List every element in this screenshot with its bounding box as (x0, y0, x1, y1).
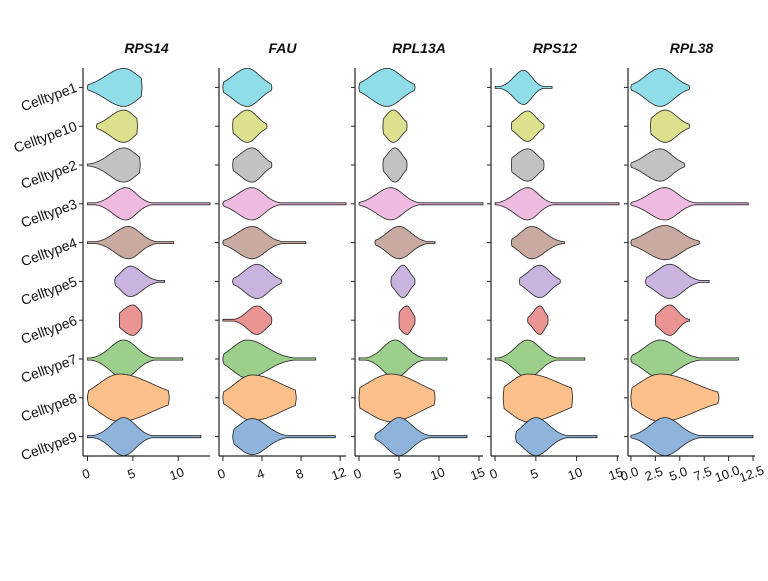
x-tick-label: 8 (294, 465, 306, 482)
violin-rpl38-celltype10 (650, 109, 690, 143)
violin-fau-celltype6 (222, 305, 273, 335)
celltype-label: Celltype5 (19, 273, 80, 308)
gene-title: RPL38 (670, 40, 714, 56)
x-tick-label: 12.5 (737, 462, 766, 485)
violin-fau-celltype5 (232, 263, 282, 299)
violin-rpl13a-celltype2 (382, 147, 408, 183)
x-tick-label: 12 (329, 464, 348, 483)
gene-panel: RPS14 0 5 10 (79, 40, 211, 483)
violin-rps14-celltype8 (87, 373, 170, 422)
violin-rpl13a-celltype4 (374, 225, 436, 260)
gene-panel-group: RPS14 0 5 10 FAU 0 4 8 12 RPL13A 0 5 10 15 RPS12 0 5 10 15… (79, 40, 766, 485)
celltype-label: Celltype7 (19, 351, 80, 386)
violin-fau-celltype10 (232, 109, 268, 143)
gene-title: RPL13A (392, 40, 446, 56)
celltype-label: Celltype9 (19, 428, 80, 463)
violin-fau-celltype7 (222, 339, 317, 379)
violin-rps12-celltype10 (511, 110, 545, 142)
violin-rps14-celltype6 (118, 304, 143, 336)
violin-rpl13a-celltype7 (358, 339, 448, 379)
violin-fau-celltype1 (222, 68, 273, 107)
x-tick-label: 0 (488, 465, 500, 482)
violin-rps12-celltype2 (511, 148, 545, 182)
celltype-label: Celltype1 (19, 79, 80, 114)
violin-rpl38-celltype5 (645, 263, 710, 299)
violin-rpl13a-celltype5 (390, 264, 416, 299)
violin-rpl13a-celltype6 (398, 305, 416, 335)
x-tick-label: 0 (80, 465, 92, 482)
x-tick-label: 5 (125, 465, 137, 482)
celltype-label: Celltype3 (19, 196, 80, 231)
x-tick-label: 5.0 (667, 464, 689, 484)
violin-rps14-celltype7 (87, 339, 184, 379)
x-tick-label: 10 (428, 464, 447, 483)
violin-rpl38-celltype8 (630, 373, 720, 422)
violin-rps12-celltype8 (502, 373, 573, 422)
gene-panel: RPL13A 0 5 10 15 (351, 40, 487, 483)
violin-rpl13a-celltype1 (358, 68, 416, 107)
violin-rpl38-celltype9 (630, 417, 754, 456)
violin-fau-celltype4 (222, 225, 307, 260)
celltype-label: Celltype8 (19, 390, 80, 425)
celltype-label: Celltype2 (19, 157, 80, 192)
violin-rps14-celltype4 (87, 225, 175, 260)
violin-rpl38-celltype2 (630, 148, 686, 182)
gene-title: RPS14 (124, 40, 169, 56)
x-tick-label: 15 (468, 464, 487, 483)
violin-fau-celltype3 (222, 187, 347, 221)
violin-rpl38-celltype7 (630, 339, 739, 379)
violin-rps12-celltype6 (527, 305, 549, 335)
x-tick-label: 4 (254, 465, 266, 482)
x-tick-label: 15 (606, 464, 625, 483)
violin-rps14-celltype2 (87, 147, 141, 183)
violin-rps14-celltype1 (87, 68, 143, 107)
violin-rps12-celltype1 (494, 69, 553, 105)
gene-title: RPS12 (533, 40, 578, 56)
violin-rpl38-celltype3 (630, 187, 749, 221)
x-tick-label: 10 (167, 464, 186, 483)
celltype-label: Celltype10 (11, 118, 79, 156)
violin-rps12-celltype4 (511, 225, 565, 260)
violin-rps14-celltype9 (87, 417, 202, 456)
violin-rpl13a-celltype10 (382, 109, 408, 143)
violin-rpl38-celltype1 (630, 68, 690, 107)
gene-panel: RPS12 0 5 10 15 (487, 40, 625, 483)
x-tick-label: 0 (351, 465, 363, 482)
x-tick-label: 2.5 (643, 464, 665, 484)
violin-rpl13a-celltype9 (374, 417, 468, 457)
x-tick-label: 5 (391, 465, 403, 482)
violin-rps14-celltype3 (87, 187, 211, 221)
violin-rps12-celltype5 (519, 264, 561, 299)
gene-title: FAU (269, 40, 298, 56)
x-tick-label: 0 (215, 465, 227, 482)
violin-rps14-celltype5 (114, 265, 165, 297)
violin-fau-celltype2 (232, 147, 273, 183)
gene-panel: FAU 0 4 8 12 (215, 40, 348, 483)
celltype-label-group: Celltype1Celltype10Celltype2Celltype3Cel… (11, 79, 79, 463)
x-tick-label: 5 (528, 465, 540, 482)
x-tick-label: 0.0 (618, 464, 640, 484)
violin-rpl38-celltype6 (655, 304, 690, 336)
violin-rps12-celltype9 (515, 417, 598, 456)
celltype-label: Celltype4 (19, 234, 80, 269)
violin-rps12-celltype7 (494, 339, 586, 379)
violin-fau-celltype8 (222, 374, 297, 421)
violin-fau-celltype9 (232, 418, 336, 456)
x-tick-label: 10 (566, 464, 585, 483)
violin-rps14-celltype10 (96, 109, 138, 143)
x-tick-label: 7.5 (692, 464, 714, 484)
violin-rpl38-celltype4 (630, 225, 700, 261)
violin-rps12-celltype3 (494, 187, 620, 221)
violin-rpl13a-celltype3 (358, 187, 484, 221)
violin-rpl13a-celltype8 (358, 373, 436, 422)
celltype-label: Celltype6 (19, 312, 80, 347)
